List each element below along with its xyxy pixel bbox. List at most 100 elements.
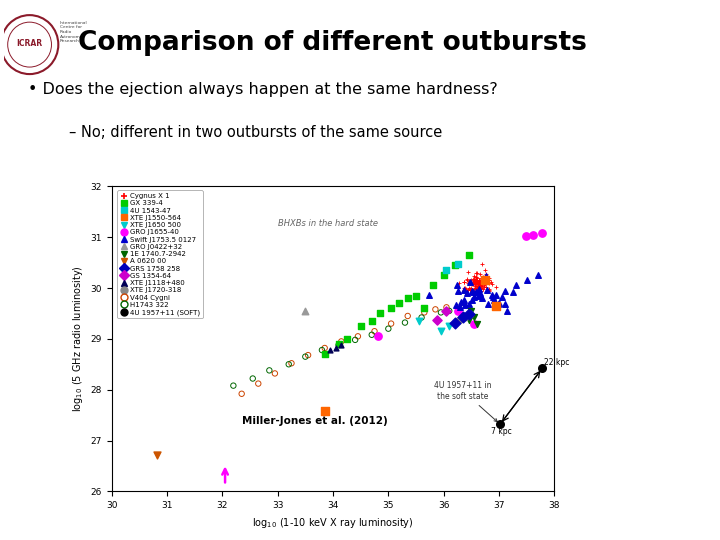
Point <box>486 279 498 288</box>
Text: International
Centre for
Radio
Astronomy
Research: International Centre for Radio Astronomy… <box>60 21 87 43</box>
Point <box>454 314 466 322</box>
Point <box>496 293 508 301</box>
Text: BHXBs in the hard state: BHXBs in the hard state <box>278 219 378 228</box>
Point <box>472 292 484 300</box>
Point <box>431 315 443 324</box>
Text: Comparison of different outbursts: Comparison of different outbursts <box>78 30 588 56</box>
Point <box>483 275 495 284</box>
Point <box>474 281 486 289</box>
Point <box>462 286 474 294</box>
Point <box>478 282 490 291</box>
Point <box>470 287 482 296</box>
Point <box>475 274 487 283</box>
Point <box>464 278 475 286</box>
Point <box>472 283 484 292</box>
Point <box>463 251 474 259</box>
Point <box>479 275 490 284</box>
Point <box>385 319 397 328</box>
Point <box>484 285 495 293</box>
Text: • Does the ejection always happen at the same hardness?: • Does the ejection always happen at the… <box>28 82 498 97</box>
Point <box>480 270 491 279</box>
Point <box>480 274 491 282</box>
Point <box>476 275 487 284</box>
Point <box>467 296 478 305</box>
Point <box>459 301 471 309</box>
Point <box>495 420 506 429</box>
Point <box>473 279 485 288</box>
Point <box>464 284 475 292</box>
Point <box>471 269 482 278</box>
Point <box>482 300 493 308</box>
Point <box>476 260 487 269</box>
Point <box>474 277 486 286</box>
Point <box>471 273 482 281</box>
Point <box>499 286 510 295</box>
Point <box>355 322 366 330</box>
Point <box>480 283 492 292</box>
Point <box>463 300 474 308</box>
Text: 22 kpc: 22 kpc <box>544 359 570 367</box>
Point <box>474 276 486 285</box>
Point <box>475 286 487 295</box>
Point <box>300 307 311 315</box>
Point <box>459 284 470 292</box>
Point <box>476 294 487 303</box>
Point <box>451 300 462 309</box>
Point <box>472 284 483 293</box>
Point <box>462 289 473 298</box>
Point <box>430 305 441 314</box>
Point <box>483 274 495 283</box>
Point <box>469 287 480 296</box>
Point <box>471 268 482 277</box>
Point <box>449 261 461 269</box>
Point <box>286 359 297 368</box>
Point <box>441 266 452 274</box>
Point <box>382 325 394 333</box>
Point <box>471 284 482 293</box>
Point <box>480 266 491 274</box>
Point <box>464 310 476 319</box>
Point <box>459 296 470 305</box>
Point <box>458 286 469 294</box>
Point <box>464 277 475 286</box>
Point <box>319 407 330 415</box>
Point <box>472 290 484 299</box>
Point <box>469 276 481 285</box>
Point <box>499 300 510 308</box>
Point <box>474 285 485 294</box>
Point <box>472 276 483 285</box>
Point <box>467 278 479 286</box>
Point <box>475 284 487 293</box>
Point <box>474 288 485 297</box>
Point <box>316 346 328 354</box>
Point <box>319 350 330 359</box>
Point <box>473 276 485 285</box>
Point <box>485 278 497 287</box>
Point <box>480 276 491 285</box>
Point <box>473 285 485 293</box>
Point <box>477 275 489 284</box>
Point <box>468 272 480 280</box>
Point <box>486 290 498 299</box>
Point <box>474 276 485 285</box>
Point <box>536 229 548 238</box>
Point <box>462 276 473 285</box>
Point <box>247 374 258 383</box>
Point <box>441 303 452 312</box>
Point <box>484 286 495 295</box>
Point <box>451 259 463 268</box>
Point <box>471 276 482 285</box>
Point <box>438 271 449 280</box>
Point <box>451 307 463 315</box>
Point <box>478 278 490 287</box>
Point <box>473 284 485 293</box>
Point <box>474 281 486 289</box>
Point <box>454 302 466 311</box>
Text: – No; different in two outbursts of the same source: – No; different in two outbursts of the … <box>69 125 442 140</box>
Point <box>300 352 311 361</box>
Point <box>469 319 480 328</box>
Text: ICRAR: ICRAR <box>17 39 42 48</box>
Point <box>464 286 475 294</box>
Point <box>463 310 474 319</box>
Point <box>507 288 518 296</box>
